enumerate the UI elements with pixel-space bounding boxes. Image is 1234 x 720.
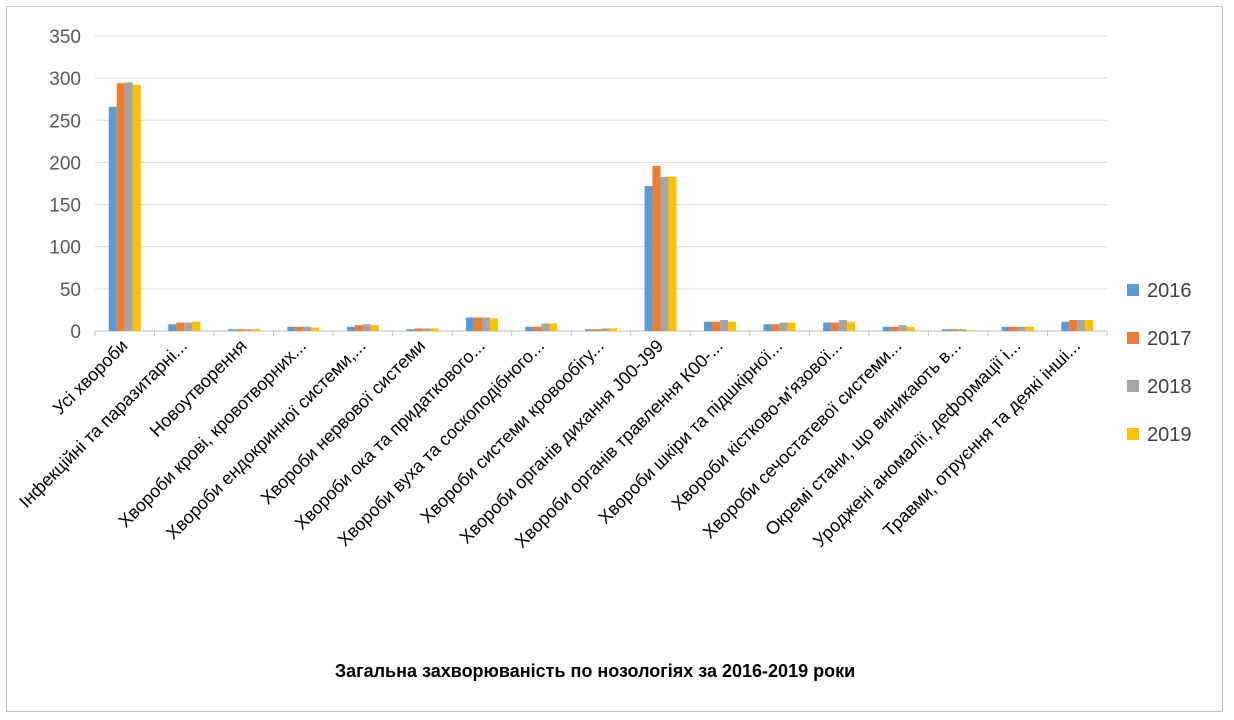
bar-2018 <box>601 328 609 331</box>
bar-2016 <box>168 324 177 331</box>
legend-swatch-2019 <box>1127 428 1139 440</box>
bar-2018 <box>422 328 431 331</box>
bar-2019 <box>966 330 975 331</box>
bar-2018 <box>1017 326 1026 331</box>
bar-2018 <box>958 329 967 331</box>
legend-label-2017: 2017 <box>1147 328 1192 350</box>
bar-2017 <box>414 328 423 331</box>
legend-label-2019: 2019 <box>1147 424 1192 446</box>
bar-2019 <box>787 322 796 331</box>
bar-2019 <box>370 325 379 331</box>
bar-2019 <box>251 329 260 331</box>
bar-2017 <box>533 326 542 331</box>
bar-2019 <box>132 84 141 331</box>
x-tick-label: Хвороби органів травлення К00-... <box>511 336 727 552</box>
chart-title: Загальна захворюваність по нозологіях за… <box>335 661 855 681</box>
bar-2017 <box>295 326 304 331</box>
bar-2017 <box>950 329 959 331</box>
bar-2019 <box>489 318 498 331</box>
bar-2017 <box>771 324 780 331</box>
bar-2017 <box>712 321 721 331</box>
bar-2019 <box>549 323 558 331</box>
y-tick-label: 350 <box>49 27 81 48</box>
bar-2019 <box>1085 320 1094 331</box>
legend-label-2018: 2018 <box>1147 376 1192 398</box>
y-tick-label: 200 <box>49 153 81 174</box>
legend-swatch-2017 <box>1127 332 1139 344</box>
bar-2019 <box>609 328 617 331</box>
bar-2017 <box>593 329 601 331</box>
bar-2016 <box>644 186 653 331</box>
bar-2018 <box>1077 320 1086 331</box>
bar-2018 <box>779 322 788 331</box>
bar-2016 <box>942 329 951 331</box>
bar-2017 <box>354 325 363 331</box>
bar-2019 <box>430 328 439 331</box>
bar-2016 <box>1061 321 1070 331</box>
bar-2018 <box>243 329 252 331</box>
bar-2019 <box>847 321 856 331</box>
bar-2017 <box>890 326 899 331</box>
bar-2018 <box>124 82 133 331</box>
bar-2018 <box>184 322 193 331</box>
legend-label-2016: 2016 <box>1147 280 1192 302</box>
y-tick-label: 250 <box>49 111 81 132</box>
bar-2019 <box>668 176 677 331</box>
y-tick-label: 0 <box>70 322 81 343</box>
bar-2018 <box>481 317 490 331</box>
legend-swatch-2018 <box>1127 380 1139 392</box>
bar-2016 <box>227 329 236 331</box>
bar-2017 <box>831 322 840 331</box>
bar-2016 <box>525 326 534 331</box>
bar-2016 <box>108 106 117 331</box>
bar-2016 <box>346 326 355 331</box>
bar-2018 <box>898 325 907 331</box>
legend-swatch-2016 <box>1127 284 1139 296</box>
bar-2017 <box>1009 326 1018 331</box>
y-tick-label: 150 <box>49 196 81 217</box>
bar-2019 <box>192 321 201 331</box>
bar-2018 <box>541 323 550 331</box>
bar-2017 <box>116 83 125 331</box>
y-tick-label: 50 <box>60 280 81 301</box>
bar-2018 <box>660 176 669 331</box>
bar-2018 <box>720 320 729 331</box>
bar-2016 <box>287 326 296 331</box>
y-tick-label: 300 <box>49 69 81 90</box>
y-tick-label: 100 <box>49 238 81 259</box>
bar-2019 <box>906 326 915 331</box>
bar-2019 <box>311 327 320 331</box>
bar-2018 <box>303 326 312 331</box>
bar-2016 <box>882 326 891 331</box>
bar-2016 <box>465 317 474 331</box>
bar-2016 <box>823 322 832 331</box>
bar-2016 <box>704 321 713 331</box>
bar-2018 <box>362 324 371 331</box>
bar-2017 <box>176 322 185 331</box>
bar-2019 <box>1025 326 1034 331</box>
chart-frame: 0 50 100 150 200 250 300 350 Усі хвороби Інфекці… <box>6 6 1223 712</box>
bar-2016 <box>585 329 593 331</box>
bar-2017 <box>652 165 661 331</box>
bar-2016 <box>763 324 772 331</box>
bar-2017 <box>1069 320 1078 331</box>
bar-2019 <box>728 321 737 331</box>
bar-2018 <box>839 320 848 331</box>
bar-2016 <box>1001 326 1010 331</box>
bar-2017 <box>235 329 244 331</box>
x-tick-label: Хвороби вуха та соскоподібного... <box>334 336 549 551</box>
x-tick-label: Уроджені аномалії, деформації і... <box>809 336 1024 551</box>
bar-2017 <box>473 317 482 331</box>
bar-2016 <box>406 329 415 331</box>
